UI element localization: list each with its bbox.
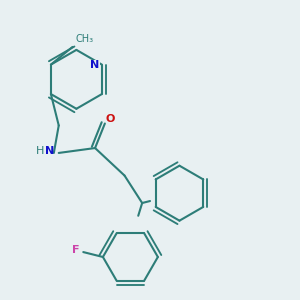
Text: N: N [45, 146, 55, 156]
Text: F: F [72, 245, 79, 255]
Text: CH₃: CH₃ [75, 34, 94, 44]
Text: O: O [105, 114, 115, 124]
Text: N: N [90, 60, 100, 70]
Text: H: H [36, 146, 44, 156]
